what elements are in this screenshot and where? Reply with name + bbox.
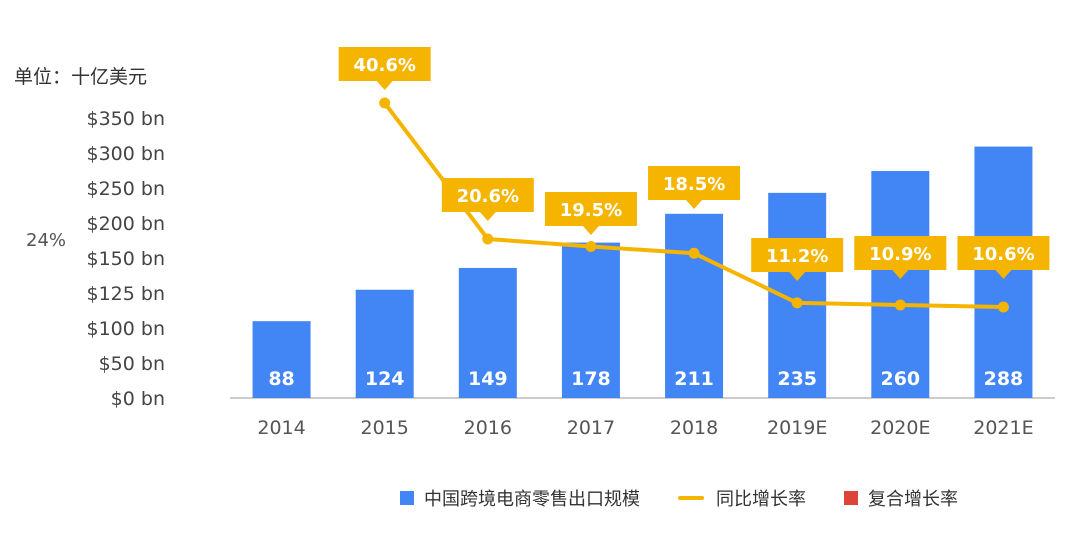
growth-point xyxy=(894,299,906,311)
growth-value-label: 40.6% xyxy=(353,55,415,76)
growth-callout-box xyxy=(648,166,741,200)
growth-callout-pointer xyxy=(686,200,703,209)
growth-point xyxy=(791,297,803,309)
legend-swatch-cagr xyxy=(844,491,858,505)
growth-callout-pointer xyxy=(376,81,393,90)
legend-swatch-scale xyxy=(400,491,414,505)
bar-value-label: 88 xyxy=(268,368,294,390)
x-tick-label: 2021E xyxy=(973,417,1033,439)
bar xyxy=(252,321,311,398)
growth-point xyxy=(997,301,1009,313)
growth-value-label: 10.6% xyxy=(972,244,1034,265)
bar xyxy=(561,242,620,398)
bar-value-label: 149 xyxy=(468,368,508,390)
bar-value-label: 235 xyxy=(777,368,817,390)
bar-value-label: 288 xyxy=(984,368,1024,390)
bar xyxy=(458,267,517,398)
growth-point xyxy=(379,97,391,109)
y-tick-label: $100 bn xyxy=(87,318,166,340)
x-tick-label: 2019E xyxy=(767,417,827,439)
y-tick-label: $0 bn xyxy=(111,388,165,410)
x-tick-label: 2014 xyxy=(257,417,305,439)
x-tick-label: 2015 xyxy=(361,417,409,439)
x-tick-label: 2016 xyxy=(464,417,512,439)
legend-label-scale: 中国跨境电商零售出口规模 xyxy=(424,489,640,510)
legend-label-yoy: 同比增长率 xyxy=(716,489,806,510)
x-tick-label: 2017 xyxy=(567,417,615,439)
growth-value-label: 18.5% xyxy=(663,174,725,195)
growth-callout-box xyxy=(957,236,1050,270)
growth-callout-pointer xyxy=(789,272,806,281)
growth-value-label: 10.9% xyxy=(869,244,931,265)
growth-value-label: 20.6% xyxy=(457,186,519,207)
y-tick-label: $200 bn xyxy=(87,213,166,235)
bar xyxy=(665,213,724,398)
bar-value-label: 211 xyxy=(674,368,714,390)
bar xyxy=(871,171,930,398)
bar-value-label: 260 xyxy=(880,368,920,390)
bar xyxy=(355,289,414,398)
y-tick-label: $250 bn xyxy=(87,178,166,200)
growth-point xyxy=(482,233,494,245)
y-tick-label: $150 bn xyxy=(87,248,166,270)
legend-item-cagr[interactable]: 复合增长率 xyxy=(844,485,958,511)
y-tick-label: $125 bn xyxy=(87,283,166,305)
growth-point xyxy=(585,240,597,252)
growth-callout-pointer xyxy=(582,226,599,235)
bar-value-label: 124 xyxy=(365,368,405,390)
cagr-value: 24% xyxy=(26,230,67,251)
growth-callout-pointer xyxy=(479,212,496,221)
unit-label: 单位：十亿美元 xyxy=(14,66,148,88)
bar-value-label: 178 xyxy=(571,368,611,390)
legend-item-scale[interactable]: 中国跨境电商零售出口规模 xyxy=(400,485,640,511)
legend-label-cagr: 复合增长率 xyxy=(868,489,958,510)
growth-value-label: 11.2% xyxy=(766,246,828,267)
growth-callout-box xyxy=(441,178,534,212)
x-tick-label: 2020E xyxy=(870,417,930,439)
legend-swatch-yoy xyxy=(678,496,704,500)
x-tick-label: 2018 xyxy=(670,417,718,439)
growth-callout-box xyxy=(854,236,947,270)
legend-item-yoy[interactable]: 同比增长率 xyxy=(678,485,806,511)
y-tick-label: $300 bn xyxy=(87,143,166,165)
y-tick-label: $350 bn xyxy=(87,108,166,130)
legend: 中国跨境电商零售出口规模 同比增长率 复合增长率 xyxy=(400,485,996,511)
growth-callout-pointer xyxy=(892,270,909,279)
growth-value-label: 19.5% xyxy=(560,200,622,221)
growth-callout-box xyxy=(338,47,431,81)
growth-callout-box xyxy=(751,238,844,272)
growth-callout-pointer xyxy=(995,270,1012,279)
y-tick-label: $50 bn xyxy=(99,353,165,375)
growth-point xyxy=(688,247,700,259)
growth-callout-box xyxy=(544,192,637,226)
